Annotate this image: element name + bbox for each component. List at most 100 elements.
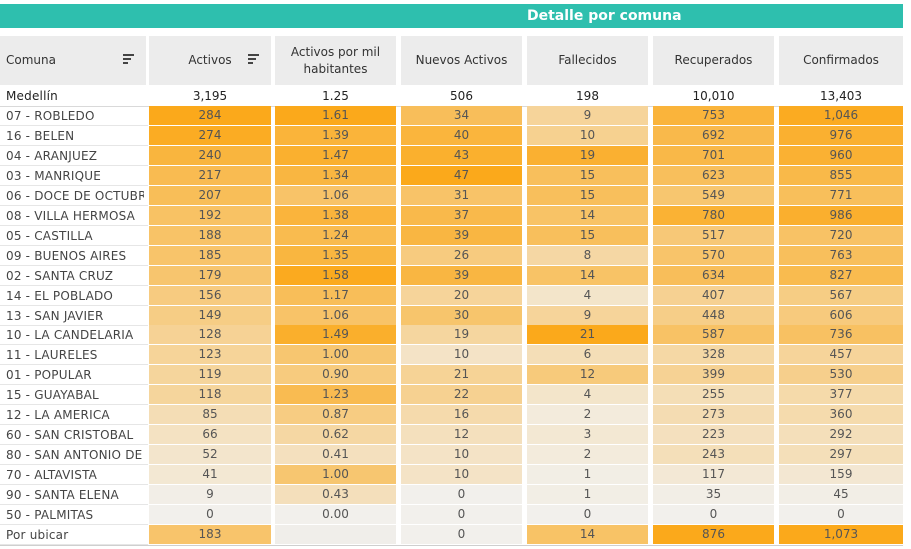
table-row[interactable]: 15 - GUAYABAL 118 1.23 22 4 255 377 xyxy=(0,385,903,406)
table-row[interactable]: 90 - SANTA ELENA 9 0.43 0 1 35 45 xyxy=(0,485,903,506)
cell-fallecidos: 9 xyxy=(527,305,648,325)
cell-confirmados: 976 xyxy=(779,125,903,145)
cell-nuevos-activos: 37 xyxy=(401,205,522,225)
cell-nuevos-activos: 40 xyxy=(401,125,522,145)
cell-fallecidos: 3 xyxy=(527,425,648,445)
cell-recuperados: 407 xyxy=(653,285,774,305)
cell-confirmados: 567 xyxy=(779,285,903,305)
cell-activos: 192 xyxy=(149,205,271,225)
cell-activos: 240 xyxy=(149,145,271,165)
cell-activos: 149 xyxy=(149,305,271,325)
comuna-name: 12 - LA AMERICA xyxy=(6,408,110,423)
comuna-name: Por ubicar xyxy=(6,527,69,542)
table-row[interactable]: 03 - MANRIQUE 217 1.34 47 15 623 855 xyxy=(0,165,903,186)
header-activos-por-mil[interactable]: Activos por mil habitantes xyxy=(275,36,396,85)
table-row[interactable]: 11 - LAURELES 123 1.00 10 6 328 457 xyxy=(0,345,903,366)
table-row[interactable]: 16 - BELEN 274 1.39 40 10 692 976 xyxy=(0,125,903,146)
cell-nuevos-activos: 39 xyxy=(401,265,522,285)
header-nuevos-activos[interactable]: Nuevos Activos xyxy=(401,36,522,85)
cell-nuevos-activos: 26 xyxy=(401,245,522,265)
table-row[interactable]: Por ubicar 183 0 14 876 1,073 xyxy=(0,524,903,545)
cell-nuevos-activos: 30 xyxy=(401,305,522,325)
table-row[interactable]: 06 - DOCE DE OCTUBRE 207 1.06 31 15 549 771 xyxy=(0,185,903,206)
row-divider xyxy=(0,364,148,366)
cell-fallecidos: 14 xyxy=(527,265,648,285)
header-comuna[interactable]: Comuna xyxy=(0,36,146,85)
cell-confirmados: 606 xyxy=(779,305,903,325)
cell-activos-por-mil: 0.41 xyxy=(275,445,396,465)
header-label: Fallecidos xyxy=(558,53,617,67)
cell-fallecidos: 15 xyxy=(527,225,648,245)
cell-activos-por-mil: 0.62 xyxy=(275,425,396,445)
total-activos: 3,195 xyxy=(192,89,228,103)
header-activos[interactable]: Activos xyxy=(149,36,271,85)
comuna-name: 14 - EL POBLADO xyxy=(6,288,114,303)
cell-recuperados: 35 xyxy=(653,485,774,505)
comuna-name: 90 - SANTA ELENA xyxy=(6,488,119,503)
cell-activos-por-mil: 1.61 xyxy=(275,106,396,125)
cell-activos-por-mil: 1.06 xyxy=(275,305,396,325)
cell-activos-por-mil: 0.90 xyxy=(275,365,396,385)
cell-recuperados: 634 xyxy=(653,265,774,285)
cell-nuevos-activos: 39 xyxy=(401,225,522,245)
comuna-name: 08 - VILLA HERMOSA xyxy=(6,208,136,223)
cell-fallecidos: 15 xyxy=(527,185,648,205)
cell-activos-por-mil: 1.49 xyxy=(275,325,396,345)
cell-confirmados: 530 xyxy=(779,365,903,385)
table-row[interactable]: 02 - SANTA CRUZ 179 1.58 39 14 634 827 xyxy=(0,265,903,286)
cell-recuperados: 117 xyxy=(653,465,774,485)
cell-fallecidos: 4 xyxy=(527,285,648,305)
cell-recuperados: 399 xyxy=(653,365,774,385)
table-row[interactable]: 04 - ARANJUEZ 240 1.47 43 19 701 960 xyxy=(0,145,903,166)
table-row[interactable]: 14 - EL POBLADO 156 1.17 20 4 407 567 xyxy=(0,285,903,306)
cell-fallecidos: 14 xyxy=(527,524,648,544)
cell-fallecidos: 21 xyxy=(527,325,648,345)
row-divider xyxy=(0,444,148,446)
row-divider xyxy=(0,324,148,326)
comuna-name: 09 - BUENOS AIRES xyxy=(6,248,127,263)
row-divider xyxy=(0,264,148,266)
cell-activos-por-mil: 1.06 xyxy=(275,185,396,205)
comuna-name: 01 - POPULAR xyxy=(6,368,92,383)
table-row[interactable]: 08 - VILLA HERMOSA 192 1.38 37 14 780 986 xyxy=(0,205,903,226)
table-row[interactable]: 13 - SAN JAVIER 149 1.06 30 9 448 606 xyxy=(0,305,903,326)
row-divider xyxy=(0,524,148,525)
row-divider xyxy=(0,344,148,346)
row-divider xyxy=(0,484,148,486)
cell-confirmados: 960 xyxy=(779,145,903,165)
table-row[interactable]: 50 - PALMITAS 0 0.00 0 0 0 0 xyxy=(0,505,903,525)
table-row[interactable]: 09 - BUENOS AIRES 185 1.35 26 8 570 763 xyxy=(0,245,903,266)
header-confirmados[interactable]: Confirmados xyxy=(779,36,903,85)
row-divider xyxy=(0,464,148,466)
row-divider xyxy=(0,284,148,286)
cell-recuperados: 0 xyxy=(653,505,774,524)
table-row[interactable]: 07 - ROBLEDO 284 1.61 34 9 753 1,046 xyxy=(0,106,903,126)
table-row[interactable]: 70 - ALTAVISTA 41 1.00 10 1 117 159 xyxy=(0,465,903,486)
cell-recuperados: 876 xyxy=(653,524,774,544)
cell-activos: 188 xyxy=(149,225,271,245)
cell-recuperados: 753 xyxy=(653,106,774,125)
cell-nuevos-activos: 10 xyxy=(401,445,522,465)
header-fallecidos[interactable]: Fallecidos xyxy=(527,36,648,85)
cell-recuperados: 587 xyxy=(653,325,774,345)
table-row[interactable]: 10 - LA CANDELARIA 128 1.49 19 21 587 736 xyxy=(0,325,903,346)
table-row[interactable]: 12 - LA AMERICA 85 0.87 16 2 273 360 xyxy=(0,405,903,426)
row-divider xyxy=(0,504,148,506)
total-activos-por-mil: 1.25 xyxy=(322,89,349,103)
table-row[interactable]: 05 - CASTILLA 188 1.24 39 15 517 720 xyxy=(0,225,903,246)
cell-confirmados: 771 xyxy=(779,185,903,205)
cell-fallecidos: 10 xyxy=(527,125,648,145)
table-row[interactable]: 01 - POPULAR 119 0.90 21 12 399 530 xyxy=(0,365,903,386)
sort-icon[interactable] xyxy=(248,54,259,65)
cell-nuevos-activos: 31 xyxy=(401,185,522,205)
total-row: Medellín 3,195 1.25 506 198 10,010 13,403 xyxy=(0,87,903,107)
table-row[interactable]: 60 - SAN CRISTOBAL 66 0.62 12 3 223 292 xyxy=(0,425,903,446)
cell-confirmados: 0 xyxy=(779,505,903,524)
title-bar: Detalle por comuna xyxy=(0,4,903,28)
cell-activos-por-mil: 1.17 xyxy=(275,285,396,305)
header-recuperados[interactable]: Recuperados xyxy=(653,36,774,85)
cell-activos: 118 xyxy=(149,385,271,405)
sort-icon[interactable] xyxy=(123,54,134,65)
cell-recuperados: 780 xyxy=(653,205,774,225)
